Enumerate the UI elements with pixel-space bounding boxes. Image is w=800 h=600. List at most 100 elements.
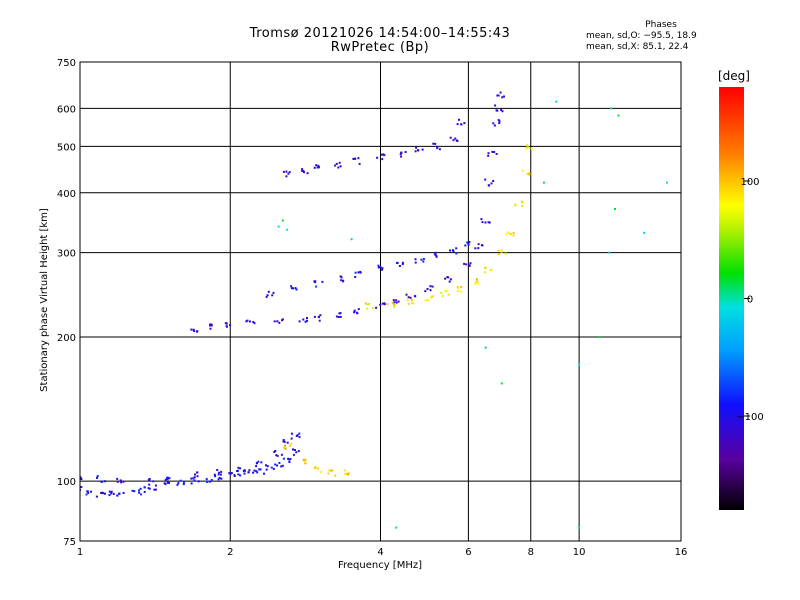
data-point	[276, 454, 279, 457]
data-point	[295, 451, 298, 454]
data-point	[177, 482, 180, 485]
data-point	[95, 495, 98, 498]
data-point	[248, 469, 251, 472]
data-point	[209, 323, 212, 326]
data-point	[398, 265, 401, 267]
data-point	[460, 290, 463, 293]
data-point	[497, 94, 500, 97]
data-point	[292, 453, 295, 456]
data-point	[298, 320, 301, 323]
data-point	[281, 464, 284, 467]
data-point	[301, 168, 304, 171]
data-point	[530, 147, 533, 150]
data-point	[197, 480, 200, 483]
data-point	[354, 157, 357, 160]
data-point	[474, 282, 477, 285]
data-point	[441, 295, 444, 297]
colorbar-tick-label: 0	[747, 295, 753, 306]
data-point	[267, 290, 270, 293]
data-point	[272, 291, 275, 294]
data-point	[494, 104, 497, 107]
data-point	[287, 457, 290, 460]
data-point	[431, 295, 434, 298]
data-point	[252, 321, 255, 323]
data-point	[313, 315, 316, 318]
data-point	[500, 382, 503, 385]
data-point	[495, 153, 498, 155]
data-point	[318, 166, 320, 169]
data-point	[492, 180, 495, 182]
data-point	[266, 465, 269, 468]
data-point	[484, 271, 486, 274]
data-points	[80, 91, 668, 529]
data-point	[455, 247, 458, 250]
data-point	[401, 263, 404, 266]
data-point	[528, 172, 531, 175]
data-point	[295, 288, 298, 291]
data-point	[255, 462, 258, 465]
data-point	[346, 473, 349, 476]
data-point	[193, 330, 196, 332]
data-point	[487, 154, 490, 157]
data-point	[480, 218, 483, 221]
data-point	[505, 233, 508, 236]
x-tick-label: 16	[675, 547, 688, 558]
data-point	[420, 258, 423, 261]
data-point	[252, 471, 255, 474]
data-point	[542, 181, 545, 184]
data-point	[334, 164, 337, 167]
data-point	[426, 288, 429, 290]
data-point	[464, 244, 467, 247]
data-point	[366, 303, 369, 306]
data-point	[100, 480, 103, 483]
y-axis-label: Stationary phase Virtual Height [km]	[39, 208, 50, 392]
data-point	[138, 489, 140, 492]
data-point	[424, 299, 427, 302]
data-point	[283, 440, 286, 443]
data-point	[314, 281, 316, 284]
y-tick-label: 200	[57, 333, 76, 344]
data-point	[352, 157, 355, 160]
data-point	[476, 280, 479, 283]
y-tick-label: 400	[57, 189, 76, 200]
data-point	[273, 320, 276, 323]
data-point	[449, 136, 452, 139]
data-point	[386, 303, 389, 306]
data-point	[429, 289, 432, 292]
data-point	[147, 487, 150, 490]
data-point	[303, 460, 306, 463]
data-point	[339, 165, 342, 168]
data-point	[617, 114, 620, 117]
data-point	[143, 486, 146, 489]
data-point	[298, 432, 301, 435]
data-point	[455, 139, 458, 142]
data-point	[474, 247, 477, 250]
data-point	[148, 487, 151, 490]
data-point	[335, 315, 338, 318]
x-tick-labels: 1 2 4 6 8 10 16	[77, 547, 688, 558]
data-point	[348, 472, 350, 475]
data-point	[116, 494, 119, 497]
data-point	[148, 478, 151, 480]
data-point	[112, 492, 115, 495]
data-point	[498, 122, 501, 124]
data-point	[90, 490, 93, 493]
data-point	[257, 460, 260, 463]
y-tick-label: 500	[57, 142, 76, 153]
data-point	[432, 142, 435, 145]
data-point	[417, 149, 420, 152]
data-point	[218, 476, 221, 479]
data-point	[193, 476, 196, 479]
data-point	[276, 320, 279, 323]
data-point	[400, 155, 403, 158]
data-point	[354, 276, 357, 278]
y-tick-labels: 75 100 200 300 400 500 600 750	[57, 58, 76, 548]
data-point	[266, 294, 269, 297]
plot-frame	[79, 61, 682, 542]
data-point	[205, 478, 208, 481]
data-point	[290, 437, 293, 440]
data-point	[315, 164, 318, 167]
data-point	[288, 444, 291, 447]
data-point	[431, 285, 434, 288]
data-point	[194, 473, 196, 476]
